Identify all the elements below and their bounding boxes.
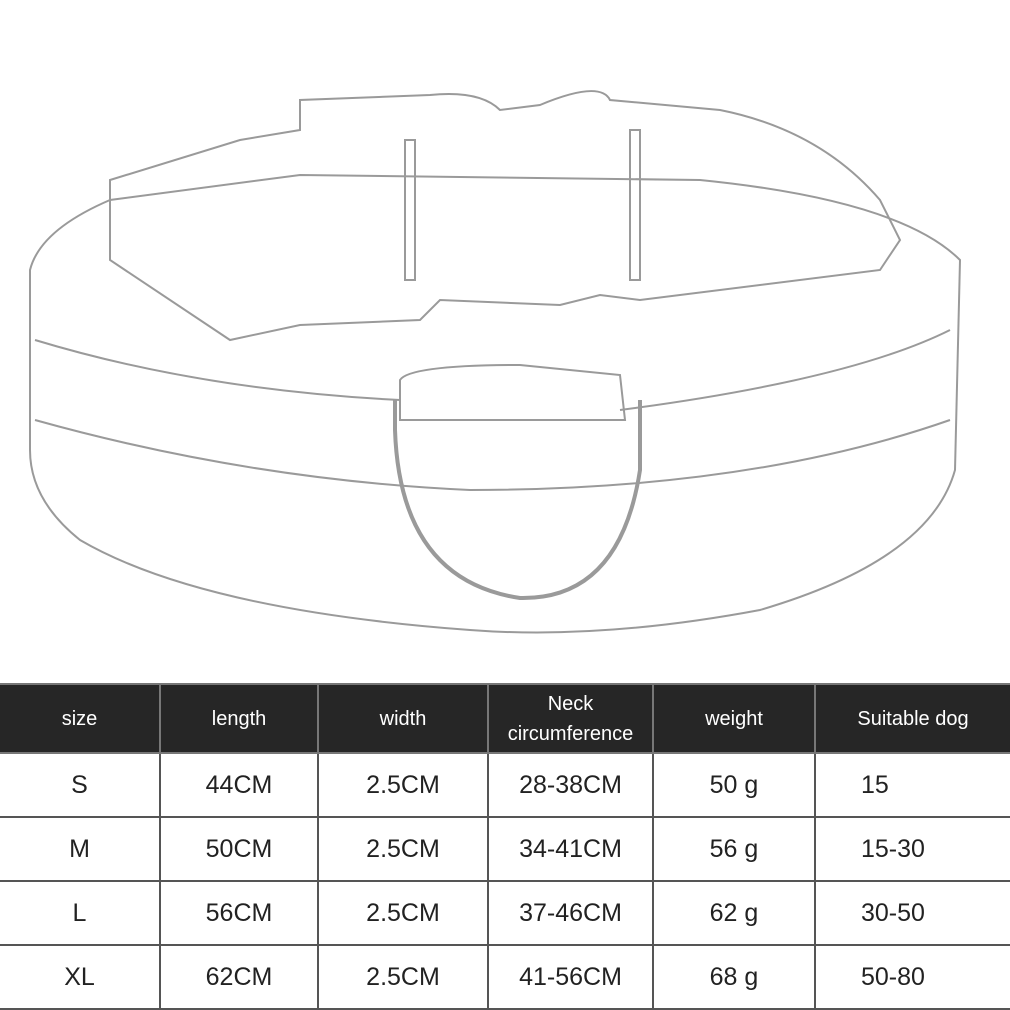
cell-size: M bbox=[0, 816, 161, 882]
table-header-row: size length width Neck circumference wei… bbox=[0, 683, 1010, 754]
cell-width: 2.5CM bbox=[317, 752, 489, 818]
cell-neck-circumference: 37-46CM bbox=[487, 880, 654, 946]
dog-collar-illustration bbox=[29, 90, 962, 634]
cell-weight: 68 g bbox=[652, 944, 816, 1010]
cell-weight: 62 g bbox=[652, 880, 816, 946]
tag-patch bbox=[399, 363, 627, 421]
table-row: M 50CM 2.5CM 34-41CM 56 g 15-30 bbox=[0, 816, 1010, 882]
cell-weight: 56 g bbox=[652, 816, 816, 882]
header-suitable-dog: Suitable dog bbox=[814, 683, 1010, 754]
cell-neck-circumference: 41-56CM bbox=[487, 944, 654, 1010]
header-length: length bbox=[159, 683, 319, 754]
collar-band-stripe-top bbox=[34, 329, 951, 411]
cell-suitable-dog: 15 bbox=[814, 752, 1010, 818]
cell-neck-circumference: 28-38CM bbox=[487, 752, 654, 818]
cell-length: 50CM bbox=[159, 816, 319, 882]
cell-weight: 50 g bbox=[652, 752, 816, 818]
collar-band-outline bbox=[29, 173, 962, 634]
collar-band-stripe-bottom bbox=[34, 419, 951, 492]
header-weight: weight bbox=[652, 683, 816, 754]
header-size: size bbox=[0, 683, 161, 754]
header-neck-circumference: Neck circumference bbox=[487, 683, 654, 754]
header-width: width bbox=[317, 683, 489, 754]
table-row: S 44CM 2.5CM 28-38CM 50 g 15 bbox=[0, 752, 1010, 818]
cell-neck-circumference: 34-41CM bbox=[487, 816, 654, 882]
cell-length: 62CM bbox=[159, 944, 319, 1010]
cell-size: L bbox=[0, 880, 161, 946]
buckle-slot-left bbox=[404, 139, 416, 281]
buckle-icon bbox=[109, 90, 902, 342]
cell-suitable-dog: 50-80 bbox=[814, 944, 1010, 1010]
buckle-slot-right bbox=[629, 129, 641, 281]
d-ring-icon bbox=[393, 400, 642, 601]
cell-suitable-dog: 15-30 bbox=[814, 816, 1010, 882]
size-table: size length width Neck circumference wei… bbox=[0, 683, 1010, 1010]
cell-width: 2.5CM bbox=[317, 816, 489, 882]
table-row: XL 62CM 2.5CM 41-56CM 68 g 50-80 bbox=[0, 944, 1010, 1010]
cell-width: 2.5CM bbox=[317, 880, 489, 946]
cell-size: S bbox=[0, 752, 161, 818]
cell-width: 2.5CM bbox=[317, 944, 489, 1010]
table-row: L 56CM 2.5CM 37-46CM 62 g 30-50 bbox=[0, 880, 1010, 946]
cell-length: 56CM bbox=[159, 880, 319, 946]
cell-length: 44CM bbox=[159, 752, 319, 818]
cell-size: XL bbox=[0, 944, 161, 1010]
cell-suitable-dog: 30-50 bbox=[814, 880, 1010, 946]
